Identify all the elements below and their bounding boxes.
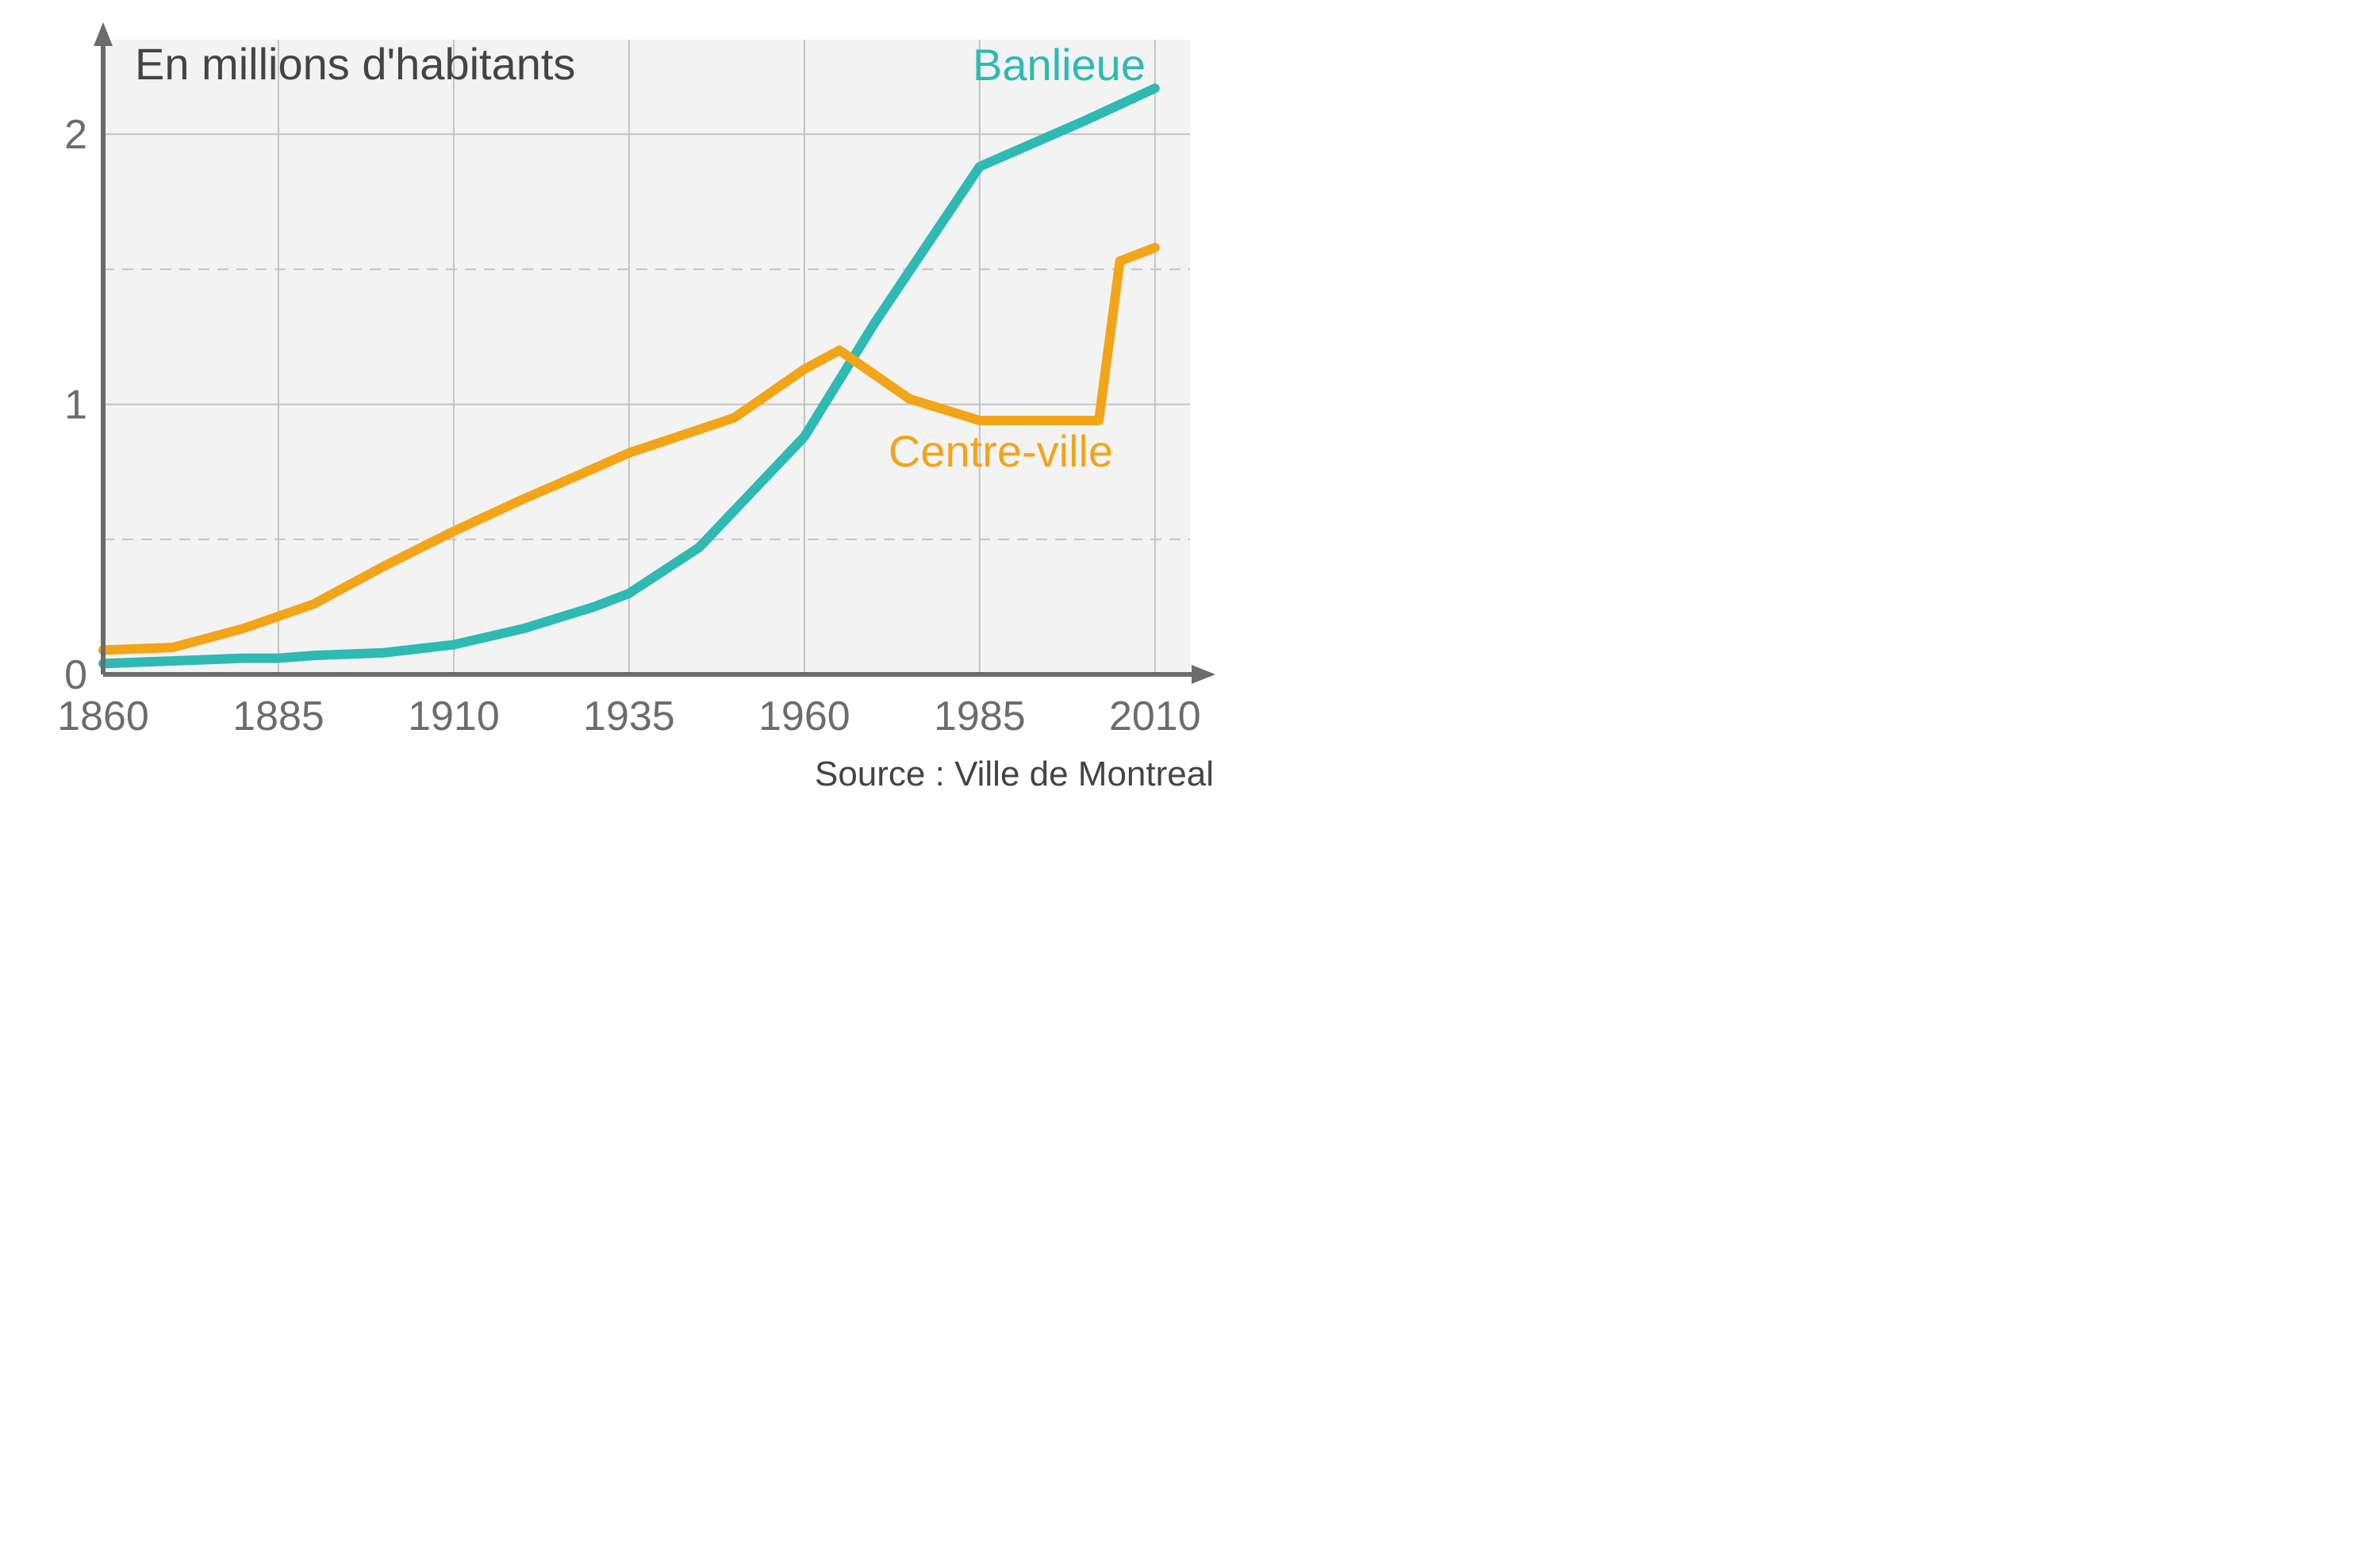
x-tick-label: 1935 xyxy=(583,693,675,739)
y-tick-label: 2 xyxy=(64,112,87,158)
y-axis-arrow xyxy=(94,22,113,46)
series-label-banlieue: Banlieue xyxy=(973,40,1146,90)
x-tick-label: 1910 xyxy=(408,693,500,739)
population-chart: 0 1 2 1860 1885 1910 1935 1960 1985 2010 En millio… xyxy=(16,16,1222,809)
x-tick-label: 1885 xyxy=(232,693,324,739)
x-tick-label: 1860 xyxy=(57,693,149,739)
chart-svg: 0 1 2 1860 1885 1910 1935 1960 1985 2010 En millio… xyxy=(16,16,1222,809)
y-tick-label: 1 xyxy=(64,382,87,428)
x-tick-label: 1960 xyxy=(758,693,850,739)
y-tick-label: 0 xyxy=(64,652,87,698)
x-axis-arrow xyxy=(1192,665,1215,684)
x-tick-label: 1985 xyxy=(934,693,1026,739)
chart-title: En millions d'habitants xyxy=(135,39,575,89)
chart-source: Source : Ville de Montreal xyxy=(815,755,1214,793)
x-tick-label: 2010 xyxy=(1109,693,1201,739)
series-label-centre-ville: Centre-ville xyxy=(889,426,1113,476)
